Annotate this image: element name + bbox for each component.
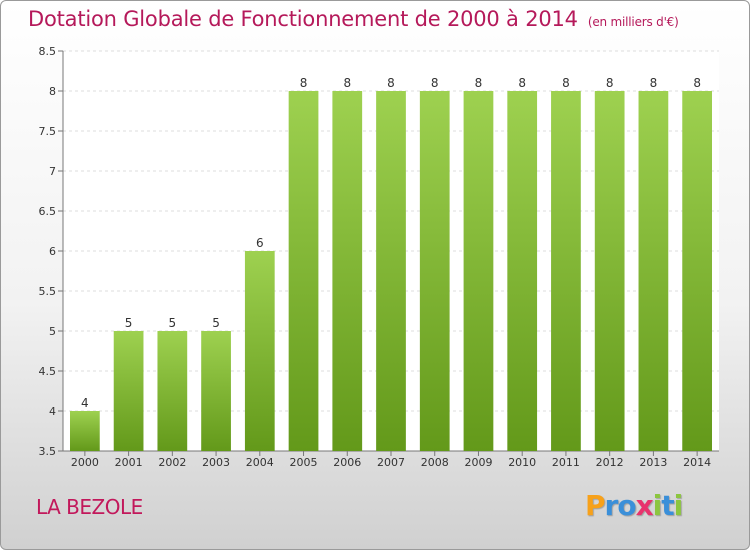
x-tick-label: 2013 — [639, 456, 667, 469]
bar-2013 — [638, 91, 669, 451]
x-tick-label: 2003 — [202, 456, 230, 469]
x-tick-label: 2009 — [464, 456, 492, 469]
x-tick-label: 2005 — [290, 456, 318, 469]
x-tick-label: 2012 — [596, 456, 624, 469]
y-tick-label: 4 — [49, 405, 56, 418]
data-label: 8 — [475, 76, 483, 90]
logo-letter: i — [652, 489, 663, 522]
logo-letter: t — [661, 489, 674, 522]
data-label: 4 — [81, 396, 89, 410]
data-label: 5 — [169, 316, 177, 330]
x-tick-label: 2014 — [683, 456, 711, 469]
chart-title: Dotation Globale de Fonctionnement de 20… — [28, 7, 679, 31]
y-tick-label: 3.5 — [39, 445, 57, 458]
x-tick-label: 2006 — [333, 456, 361, 469]
data-label: 8 — [518, 76, 526, 90]
data-label: 8 — [343, 76, 351, 90]
x-tick-label: 2007 — [377, 456, 405, 469]
x-tick-label: 2010 — [508, 456, 536, 469]
x-tick-label: 2001 — [115, 456, 143, 469]
bar-2002 — [157, 331, 188, 451]
data-label: 8 — [431, 76, 439, 90]
x-tick-label: 2008 — [421, 456, 449, 469]
place-name: LA BEZOLE — [36, 495, 143, 519]
x-tick-label: 2004 — [246, 456, 274, 469]
bar-2010 — [507, 91, 538, 451]
data-label: 6 — [256, 236, 264, 250]
bar-2000 — [69, 411, 100, 451]
data-label: 8 — [300, 76, 308, 90]
logo-letter: i — [673, 489, 684, 522]
bar-2009 — [463, 91, 494, 451]
chart-unit: (en milliers d'€) — [587, 15, 679, 29]
bar-2006 — [332, 91, 363, 451]
logo-letter: o — [617, 489, 636, 522]
bar-2003 — [201, 331, 231, 451]
x-tick-label: 2011 — [552, 456, 580, 469]
bar-2012 — [594, 91, 625, 451]
data-label: 8 — [650, 76, 658, 90]
data-label: 8 — [387, 76, 395, 90]
bar-2004 — [244, 251, 275, 451]
y-tick-label: 6 — [49, 245, 56, 258]
y-tick-label: 7 — [49, 165, 56, 178]
bar-2005 — [288, 91, 319, 451]
y-tick-label: 6.5 — [39, 205, 57, 218]
proxiti-logo: Proxiti — [585, 489, 684, 522]
bar-2011 — [551, 91, 581, 451]
data-label: 8 — [693, 76, 701, 90]
y-tick-label: 5.5 — [39, 285, 57, 298]
y-tick-label: 7.5 — [39, 125, 57, 138]
y-tick-label: 8 — [49, 85, 56, 98]
data-label: 8 — [562, 76, 570, 90]
x-tick-label: 2000 — [71, 456, 99, 469]
logo-letter: r — [604, 489, 619, 522]
logo-letter: P — [585, 489, 606, 522]
bars — [69, 91, 713, 451]
y-tick-label: 8.5 — [39, 45, 57, 58]
data-label: 8 — [606, 76, 614, 90]
chart-title-text: Dotation Globale de Fonctionnement de 20… — [28, 7, 578, 31]
y-tick-label: 5 — [49, 325, 56, 338]
bar-2001 — [113, 331, 144, 451]
x-tick-label: 2002 — [158, 456, 186, 469]
data-label: 5 — [125, 316, 133, 330]
logo-letter: x — [635, 489, 654, 522]
bar-2014 — [682, 91, 713, 451]
bar-2007 — [376, 91, 406, 451]
data-label: 5 — [212, 316, 220, 330]
labels: 2000 4 2001 5 2002 5 2003 5 2004 6 2005 8 2006 8 2007 8… — [71, 76, 711, 469]
y-tick-label: 4.5 — [39, 365, 57, 378]
bar-2008 — [419, 91, 450, 451]
